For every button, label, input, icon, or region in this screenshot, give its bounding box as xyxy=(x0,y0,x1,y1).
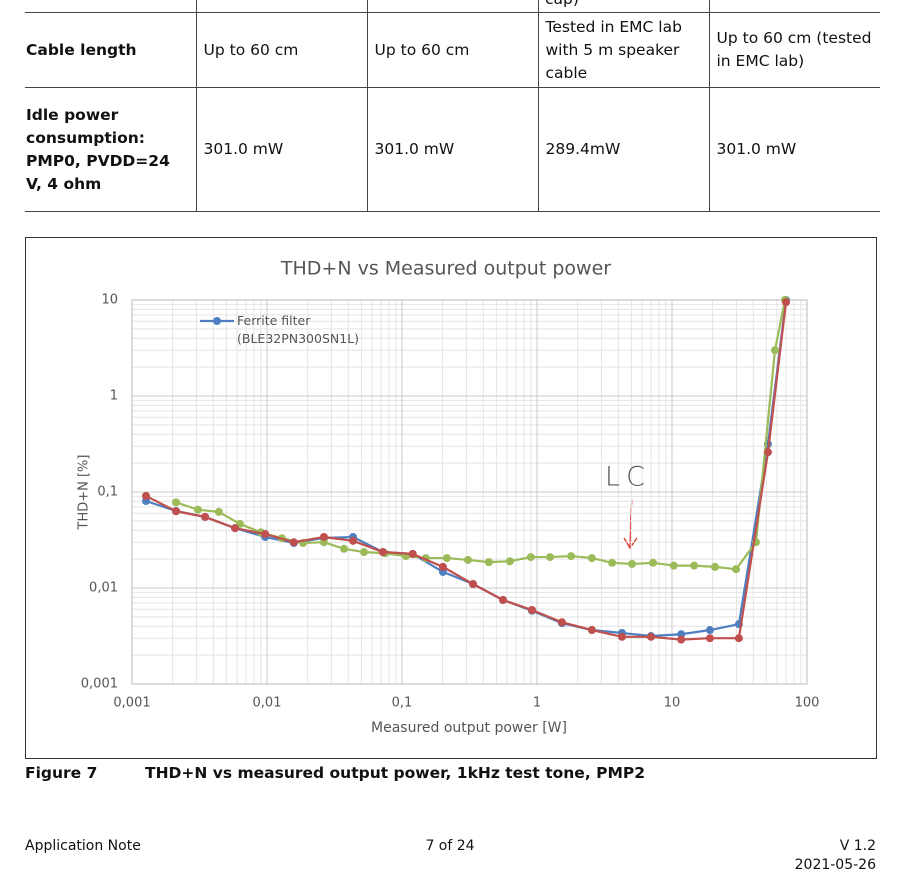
data-point xyxy=(438,562,447,571)
cell: 289.4mW xyxy=(537,87,709,212)
x-tick-label: 0,1 xyxy=(392,696,413,711)
y-tick-label: 1 xyxy=(110,389,118,404)
data-point xyxy=(628,559,637,568)
data-point xyxy=(647,632,656,641)
data-point xyxy=(732,565,741,574)
data-point xyxy=(690,561,699,570)
y-tick-label: 0,01 xyxy=(89,581,118,596)
data-point xyxy=(505,557,514,566)
cell: 301.0 mW xyxy=(195,87,367,212)
x-tick-label: 0,001 xyxy=(113,696,150,711)
row-header: Cable length xyxy=(25,12,196,88)
data-point xyxy=(231,524,240,533)
data-point xyxy=(705,626,714,635)
data-point xyxy=(587,626,596,635)
data-point xyxy=(172,507,181,516)
plot-border xyxy=(131,299,808,685)
y-axis-label: THD+N [%] xyxy=(77,455,92,531)
y-tick-label: 10 xyxy=(101,293,118,308)
table-rule xyxy=(709,0,710,12)
footer-date: 2021-05-26 xyxy=(794,857,876,873)
data-point xyxy=(677,635,686,644)
x-tick-label: 10 xyxy=(664,696,681,711)
data-point xyxy=(193,505,202,514)
cell: 301.0 mW xyxy=(708,87,880,212)
caption-label: Figure 7 xyxy=(25,764,98,782)
data-point xyxy=(587,554,596,563)
x-tick-label: 100 xyxy=(795,696,820,711)
data-point xyxy=(261,530,270,539)
data-point xyxy=(442,554,451,563)
table-rule xyxy=(367,0,368,12)
footer-version: V 1.2 xyxy=(839,838,876,854)
table-fragment: cap) xyxy=(545,0,579,11)
data-point xyxy=(705,634,714,643)
data-point xyxy=(567,552,576,561)
cell: 301.0 mW xyxy=(366,87,538,212)
x-tick-label: 0,01 xyxy=(253,696,282,711)
data-point xyxy=(349,536,358,545)
data-point xyxy=(608,558,617,567)
cell: Up to 60 cm xyxy=(366,12,538,88)
table: Cable length Up to 60 cm Up to 60 cm Tes… xyxy=(25,12,880,212)
data-point xyxy=(201,512,210,521)
caption-text: THD+N vs measured output power, 1kHz tes… xyxy=(145,764,646,782)
data-point xyxy=(408,550,417,559)
chart-frame xyxy=(25,237,877,759)
data-point xyxy=(617,632,626,641)
row-header: Idle power consumption: PMP0, PVDD=24 V,… xyxy=(25,87,196,212)
table-row: Cable length Up to 60 cm Up to 60 cm Tes… xyxy=(25,12,880,88)
data-point xyxy=(214,507,223,516)
y-tick-label: 0,1 xyxy=(97,485,118,500)
cell: Up to 60 cm xyxy=(195,12,367,88)
data-point xyxy=(499,595,508,604)
data-point xyxy=(463,555,472,564)
chart-title: THD+N vs Measured output power xyxy=(280,258,611,280)
data-point xyxy=(469,580,478,589)
data-point xyxy=(770,346,779,355)
data-point xyxy=(782,298,791,307)
y-tick-label: 0,001 xyxy=(81,677,118,692)
legend-swatch xyxy=(213,317,221,325)
footer-left: Application Note xyxy=(25,838,141,854)
data-point xyxy=(546,553,555,562)
data-point xyxy=(319,532,328,541)
data-point xyxy=(734,634,743,643)
data-point xyxy=(648,558,657,567)
data-point xyxy=(527,605,536,614)
cell: Up to 60 cm (tested in EMC lab) xyxy=(708,12,880,88)
data-point xyxy=(142,491,151,500)
x-tick-label: 1 xyxy=(533,696,541,711)
table-row: Idle power consumption: PMP0, PVDD=24 V,… xyxy=(25,87,880,212)
legend-label: Ferrite filter (BLE32PN300SN1L) xyxy=(237,313,360,346)
footer-center: 7 of 24 xyxy=(425,838,475,854)
data-point xyxy=(378,548,387,557)
data-point xyxy=(172,498,181,507)
data-point xyxy=(359,548,368,557)
data-point xyxy=(484,558,493,567)
cell: Tested in EMC lab with 5 m speaker cable xyxy=(537,12,709,88)
data-point xyxy=(340,544,349,553)
data-point xyxy=(669,561,678,570)
data-point xyxy=(763,448,772,457)
table-rule xyxy=(538,0,539,12)
table-rule xyxy=(196,0,197,12)
data-point xyxy=(289,538,298,547)
grid xyxy=(131,299,808,685)
data-point xyxy=(526,553,535,562)
data-point xyxy=(710,562,719,571)
x-axis-label: Measured output power [W] xyxy=(371,720,567,736)
annotation: LC xyxy=(605,462,651,493)
data-point xyxy=(557,618,566,627)
